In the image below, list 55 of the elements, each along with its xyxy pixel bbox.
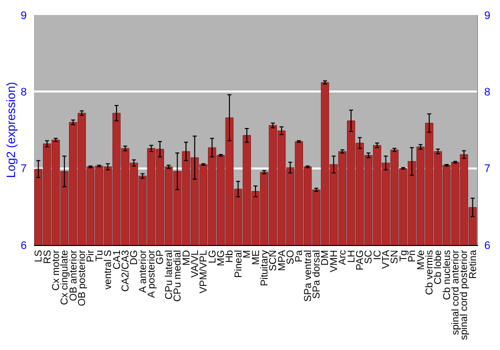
x-tick-label: A posterior <box>146 249 158 298</box>
x-tick-label: MVe <box>416 250 427 270</box>
x-tick-label: Arc <box>338 250 349 265</box>
x-tick-label: Pa <box>294 250 306 262</box>
x-tick-label: SN <box>390 250 401 264</box>
x-tick-label: MG <box>216 250 227 266</box>
y2-tick-label: 6 <box>484 240 490 252</box>
x-tick-label: PAG <box>354 250 366 270</box>
x-tick-label: RS <box>42 250 54 264</box>
x-tick-label: GP <box>155 250 166 264</box>
x-tick-label: Pineal <box>233 250 244 278</box>
x-tick-label: IC <box>372 250 384 260</box>
x-tick-label: ventral S <box>103 250 114 290</box>
x-tick-label: M <box>242 250 254 258</box>
x-tick-label: SCN <box>268 250 280 272</box>
x-tick-label: LS <box>34 250 45 262</box>
x-tick-label: Tg <box>398 250 410 262</box>
x-tick-label: CPu medial <box>172 250 184 302</box>
y2-tick-label: 9 <box>484 10 490 22</box>
x-tick-label: CA2/CA3 <box>120 250 132 292</box>
x-tick-label: OB anterior <box>68 249 80 302</box>
x-tick-label: Cb lobe <box>433 250 444 284</box>
x-tick-label: MPA <box>276 250 288 271</box>
y-axis-title: Log2 (expression) <box>4 82 18 178</box>
y2-tick-label: 8 <box>484 86 490 99</box>
y2-tick-label: 7 <box>484 163 490 176</box>
x-tick-label: Cb vermis <box>424 250 436 296</box>
y-tick-label: 7 <box>20 163 27 176</box>
x-tick-label: SC <box>364 250 375 264</box>
x-tick-label: spinal cord posterior <box>459 249 470 340</box>
x-tick-label: DG <box>129 250 140 265</box>
x-tick-label: SO <box>286 250 296 264</box>
x-tick-label: Pituitary <box>259 250 270 286</box>
x-tick-label: Hb <box>224 250 236 263</box>
x-tick-label: Tu <box>94 250 106 262</box>
x-tick-label: Cx motor <box>50 249 62 291</box>
x-tick-label: LG <box>207 250 218 264</box>
x-tick-label: Retina <box>468 250 479 279</box>
x-tick-label: CA1 <box>112 250 123 270</box>
x-tick-label: Cx cingulate <box>60 250 71 306</box>
x-tick-label: ME <box>250 250 262 265</box>
x-tick-label: A anterior <box>138 249 149 293</box>
y-tick-label: 9 <box>20 10 27 22</box>
x-tick-label: LH <box>346 250 358 263</box>
x-tick-label: OB posterior <box>77 249 88 306</box>
y-tick-label: 8 <box>20 86 27 99</box>
x-tick-label: VMH <box>328 250 340 272</box>
x-tick-label: Pn <box>407 250 418 262</box>
x-tick-label: CPu lateral <box>164 250 175 300</box>
x-tick-label: VA/VL <box>190 250 201 278</box>
x-tick-label: Pir <box>86 249 97 262</box>
x-tick-label: DM <box>320 250 332 266</box>
x-tick-label: VPM/VPL <box>198 250 210 294</box>
x-tick-label: Cb nucleus <box>442 250 453 300</box>
y-tick-label: 6 <box>20 240 27 252</box>
